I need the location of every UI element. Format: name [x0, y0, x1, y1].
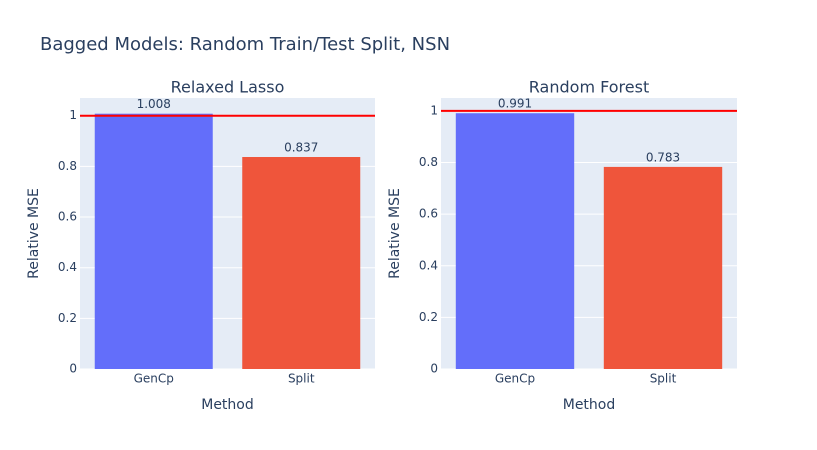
y-tick-label: 1: [430, 103, 438, 117]
y-axis-title: Relative MSE: [26, 188, 42, 279]
y-axis-title: Relative MSE: [387, 188, 403, 279]
data-label: 0.837: [284, 141, 318, 155]
x-axis-title: Method: [563, 397, 616, 413]
bar: [455, 113, 575, 369]
y-tick-label: 0.4: [419, 258, 438, 272]
y-tick-label: 0.6: [58, 210, 77, 224]
bar: [94, 113, 213, 369]
y-tick-label: 0.4: [58, 260, 77, 274]
chart-title: Bagged Models: Random Train/Test Split, …: [40, 34, 450, 55]
data-label: 0.783: [646, 150, 680, 164]
y-tick-label: 1: [69, 108, 77, 122]
bar: [242, 157, 361, 369]
data-label: 0.991: [498, 97, 532, 111]
x-axis-title: Method: [201, 397, 254, 413]
y-tick-label: 0.8: [58, 159, 77, 173]
y-tick-label: 0.8: [419, 155, 438, 169]
subplot-title: Random Forest: [529, 78, 649, 97]
y-tick-label: 0.2: [58, 311, 77, 325]
x-tick-label: GenCp: [495, 372, 535, 386]
y-tick-label: 0: [430, 362, 438, 376]
y-tick-label: 0: [69, 362, 77, 376]
y-tick-label: 0.2: [419, 310, 438, 324]
y-tick-label: 0.6: [419, 207, 438, 221]
bar: [603, 166, 723, 369]
subplot-title: Relaxed Lasso: [171, 78, 285, 97]
x-tick-label: Split: [288, 372, 315, 386]
data-label: 1.008: [137, 97, 171, 111]
x-tick-label: GenCp: [134, 372, 174, 386]
x-tick-label: Split: [650, 372, 677, 386]
